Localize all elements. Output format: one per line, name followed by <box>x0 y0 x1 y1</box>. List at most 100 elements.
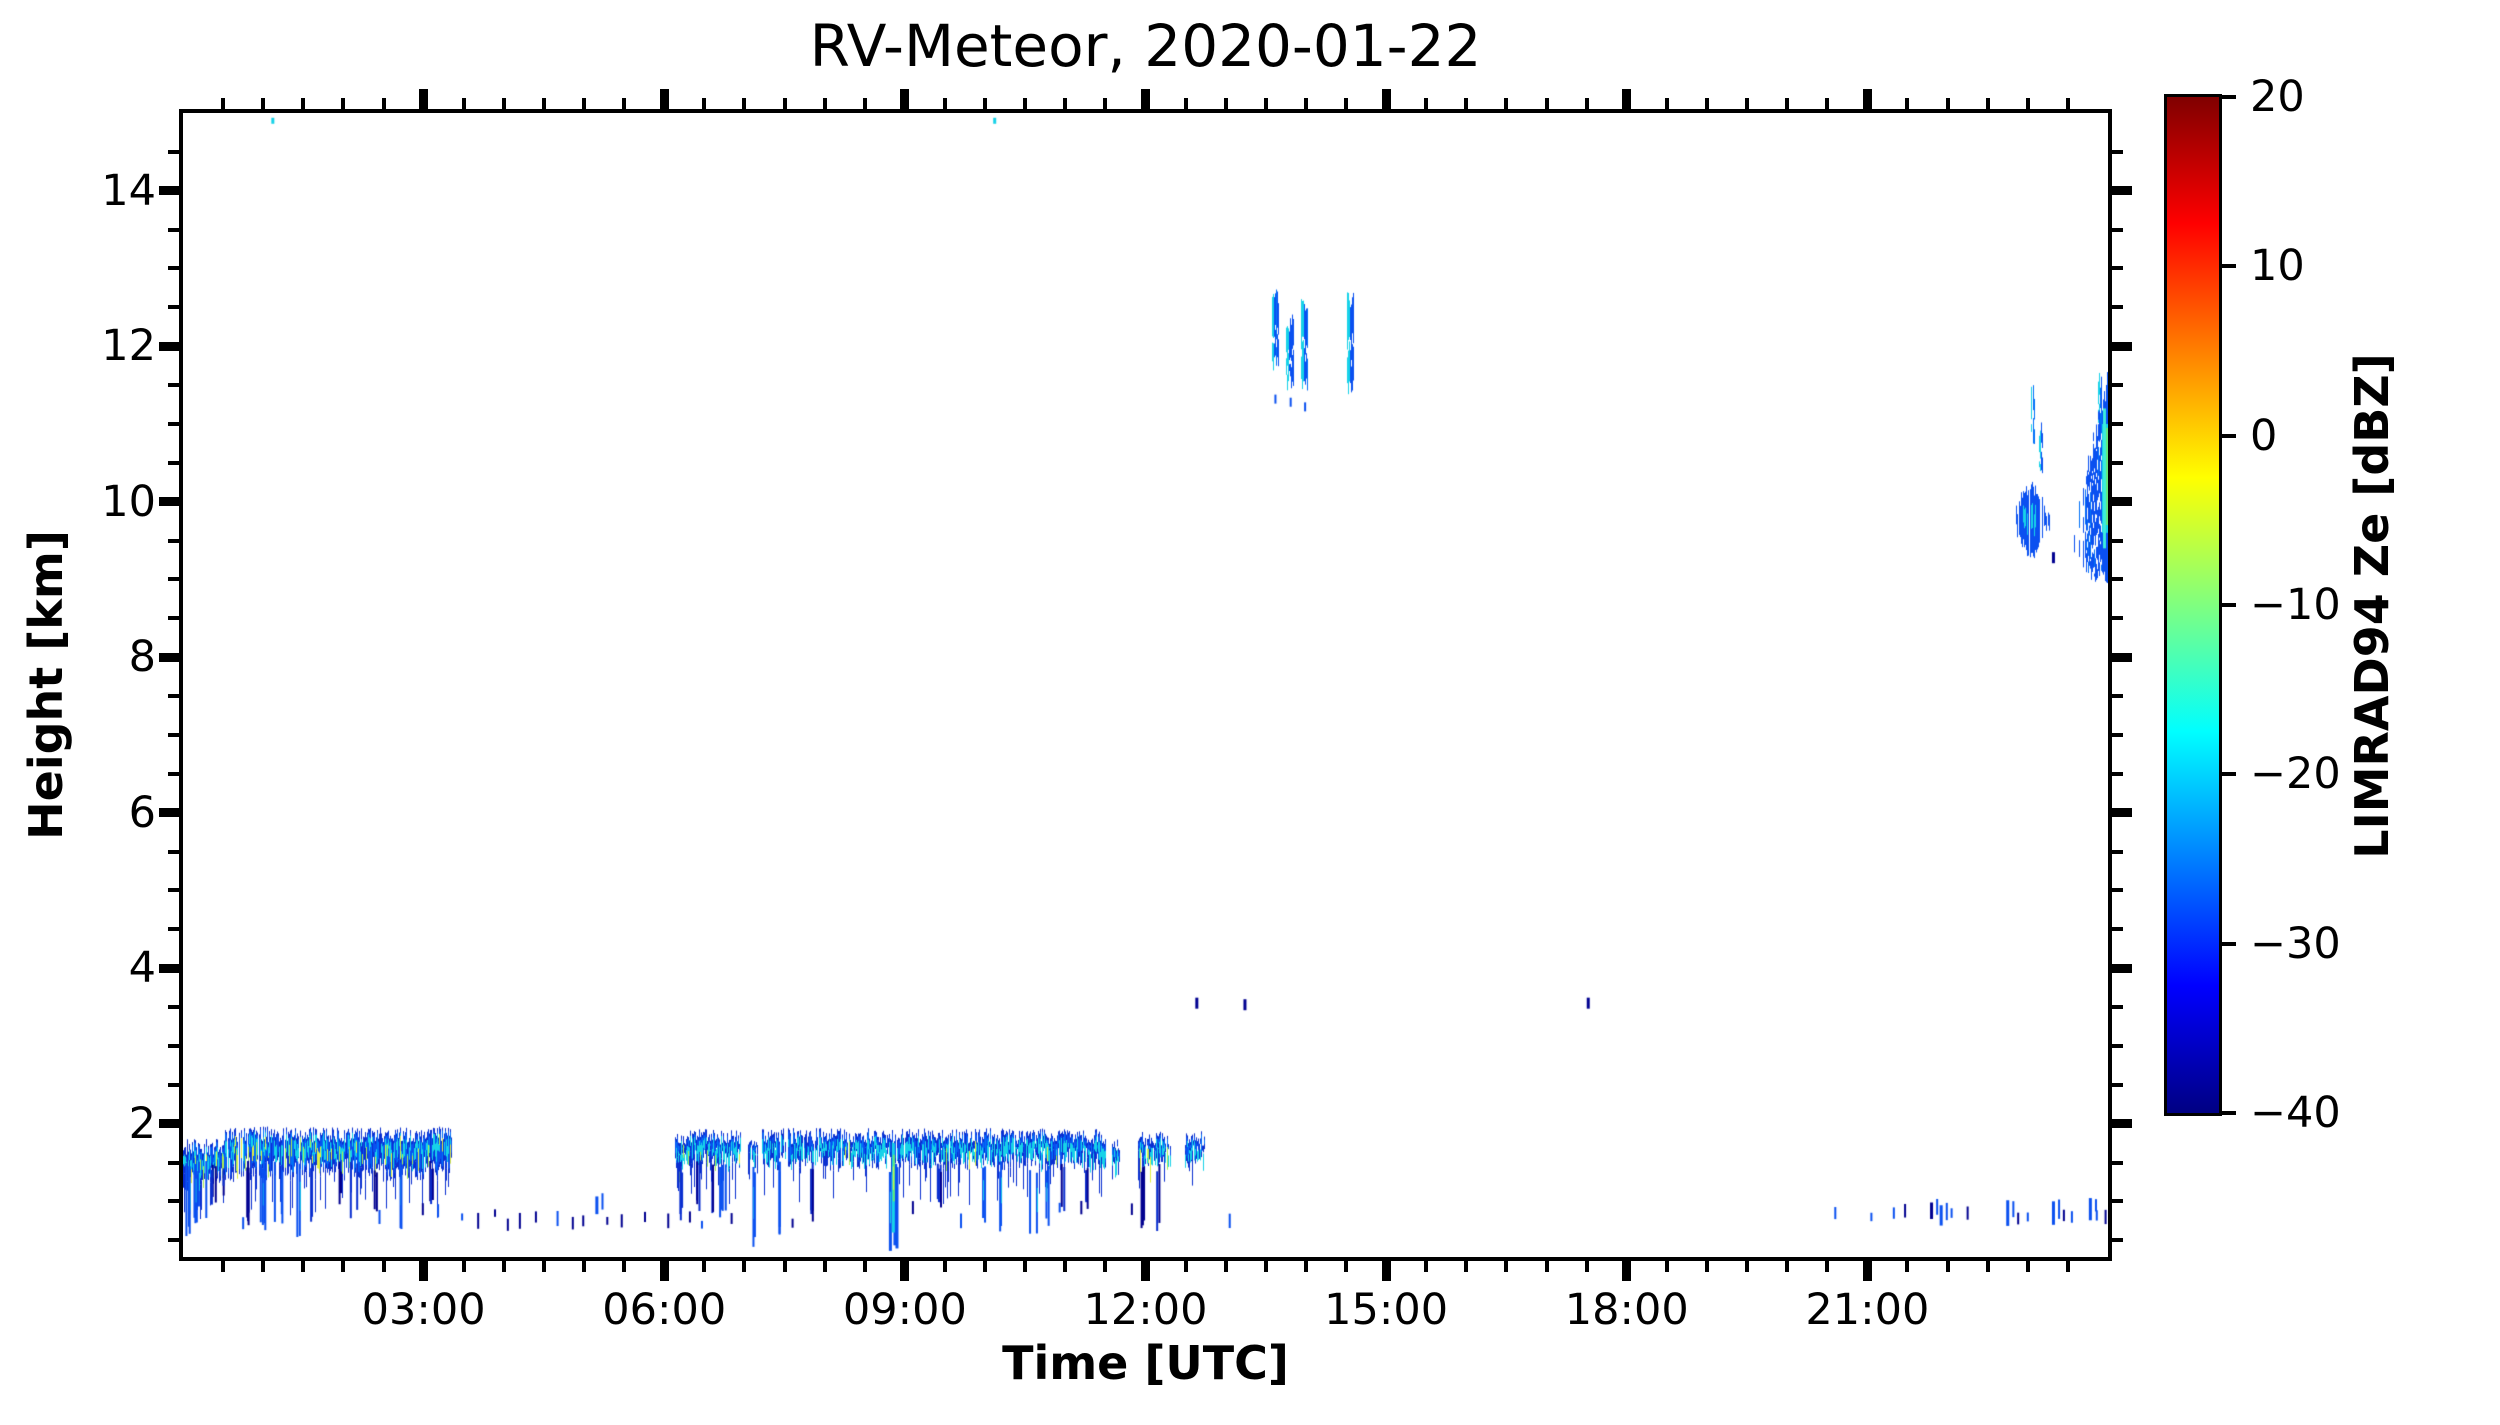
y-minor-tick-right <box>2112 421 2123 426</box>
x-minor-tick <box>301 1261 306 1272</box>
y-major-tick <box>159 808 179 818</box>
y-major-tick-right <box>2112 652 2132 662</box>
x-minor-tick-top <box>702 98 707 109</box>
x-minor-tick-top <box>622 98 627 109</box>
x-minor-tick <box>1344 1261 1349 1272</box>
x-minor-tick <box>983 1261 988 1272</box>
x-tick-label: 12:00 <box>1083 1285 1208 1335</box>
colorbar-tick <box>2222 1111 2236 1115</box>
x-minor-tick-top <box>221 98 226 109</box>
y-major-tick-right <box>2112 341 2132 351</box>
x-major-tick-top <box>1381 89 1391 109</box>
plot-area <box>179 109 2112 1261</box>
y-major-tick-right <box>2112 1119 2132 1129</box>
colorbar-tick <box>2222 433 2236 438</box>
y-minor-tick <box>168 1160 179 1165</box>
x-minor-tick-top <box>1023 98 1028 109</box>
y-minor-tick-right <box>2112 1005 2123 1010</box>
colorbar-tick-label: −20 <box>2250 749 2341 800</box>
y-major-tick <box>159 1119 179 1129</box>
y-major-tick <box>159 652 179 662</box>
y-minor-tick <box>168 421 179 426</box>
x-minor-tick <box>1023 1261 1028 1272</box>
x-minor-tick <box>541 1261 546 1272</box>
x-major-tick-top <box>419 89 429 109</box>
x-minor-tick <box>1945 1261 1950 1272</box>
y-minor-tick-right <box>2112 577 2123 582</box>
x-minor-tick-top <box>1464 98 1469 109</box>
y-tick-label: 14 <box>101 165 156 216</box>
y-minor-tick <box>168 694 179 699</box>
y-minor-tick-right <box>2112 888 2123 893</box>
y-minor-tick-right <box>2112 732 2123 737</box>
x-minor-tick-top <box>1263 98 1268 109</box>
x-minor-tick-top <box>261 98 266 109</box>
y-minor-tick <box>168 1238 179 1243</box>
x-minor-tick <box>582 1261 587 1272</box>
y-minor-tick-right <box>2112 694 2123 699</box>
y-minor-tick <box>168 1199 179 1204</box>
y-minor-tick <box>168 771 179 776</box>
colorbar-label: LIMRAD94 Ze [dBZ] <box>2345 353 2399 859</box>
x-minor-tick <box>742 1261 747 1272</box>
x-tick-label: 06:00 <box>602 1285 727 1335</box>
x-major-tick-top <box>1622 89 1632 109</box>
y-minor-tick <box>168 266 179 271</box>
x-major-tick <box>419 1261 429 1281</box>
x-minor-tick-top <box>1905 98 1910 109</box>
y-minor-tick <box>168 1005 179 1010</box>
x-major-tick <box>900 1261 910 1281</box>
x-minor-tick-top <box>1745 98 1750 109</box>
y-minor-tick <box>168 383 179 388</box>
x-minor-tick <box>1223 1261 1228 1272</box>
x-minor-tick <box>2025 1261 2030 1272</box>
x-major-tick-top <box>1862 89 1872 109</box>
y-major-tick-right <box>2112 497 2132 507</box>
x-minor-tick <box>862 1261 867 1272</box>
x-minor-tick-top <box>782 98 787 109</box>
y-major-tick-right <box>2112 186 2132 196</box>
x-minor-tick-top <box>1103 98 1108 109</box>
x-minor-tick <box>1063 1261 1068 1272</box>
y-minor-tick-right <box>2112 1043 2123 1048</box>
y-minor-tick <box>168 577 179 582</box>
x-minor-tick-top <box>541 98 546 109</box>
x-minor-tick <box>1584 1261 1589 1272</box>
x-minor-tick <box>1103 1261 1108 1272</box>
y-major-tick <box>159 341 179 351</box>
x-minor-tick-top <box>501 98 506 109</box>
x-minor-tick <box>341 1261 346 1272</box>
x-minor-tick <box>1464 1261 1469 1272</box>
x-minor-tick <box>1825 1261 1830 1272</box>
colorbar-tick-label: 20 <box>2250 72 2305 122</box>
x-minor-tick-top <box>2025 98 2030 109</box>
x-minor-tick <box>381 1261 386 1272</box>
y-minor-tick-right <box>2112 1238 2123 1243</box>
x-minor-tick-top <box>1223 98 1228 109</box>
x-minor-tick-top <box>461 98 466 109</box>
x-minor-tick-top <box>341 98 346 109</box>
y-minor-tick-right <box>2112 149 2123 154</box>
y-minor-tick <box>168 460 179 465</box>
y-minor-tick-right <box>2112 1082 2123 1087</box>
x-minor-tick <box>221 1261 226 1272</box>
heatmap-canvas <box>183 113 2108 1257</box>
colorbar-tick-label: 10 <box>2250 241 2305 292</box>
y-minor-tick <box>168 732 179 737</box>
y-minor-tick <box>168 305 179 310</box>
y-minor-tick <box>168 888 179 893</box>
x-minor-tick <box>1985 1261 1990 1272</box>
y-tick-label: 8 <box>128 632 156 683</box>
x-minor-tick-top <box>301 98 306 109</box>
y-minor-tick-right <box>2112 266 2123 271</box>
colorbar-tick <box>2222 603 2236 607</box>
y-minor-tick-right <box>2112 227 2123 232</box>
x-minor-tick <box>1544 1261 1549 1272</box>
y-major-tick-right <box>2112 808 2132 818</box>
x-minor-tick-top <box>1504 98 1509 109</box>
x-minor-tick <box>1664 1261 1669 1272</box>
x-major-tick-top <box>1141 89 1150 109</box>
colorbar-tick-label: −40 <box>2250 1088 2341 1138</box>
x-minor-tick <box>1905 1261 1910 1272</box>
